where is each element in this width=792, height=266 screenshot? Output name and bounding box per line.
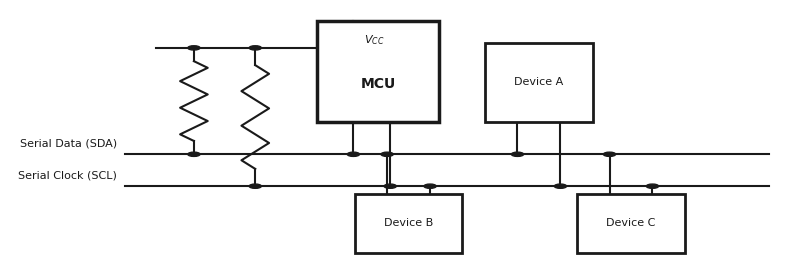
Circle shape (646, 184, 659, 188)
Text: $V_{CC}$: $V_{CC}$ (364, 33, 384, 47)
Circle shape (554, 184, 566, 188)
Circle shape (384, 184, 396, 188)
Circle shape (249, 184, 261, 188)
Circle shape (512, 152, 524, 156)
Circle shape (249, 46, 261, 50)
FancyBboxPatch shape (317, 21, 440, 122)
Circle shape (347, 152, 360, 156)
Circle shape (424, 184, 436, 188)
Text: Serial Clock (SCL): Serial Clock (SCL) (18, 171, 117, 181)
Circle shape (381, 152, 394, 156)
Circle shape (188, 46, 200, 50)
Text: MCU: MCU (360, 77, 395, 91)
Text: Serial Data (SDA): Serial Data (SDA) (20, 139, 117, 149)
FancyBboxPatch shape (485, 43, 592, 122)
FancyBboxPatch shape (577, 194, 684, 253)
FancyBboxPatch shape (355, 194, 463, 253)
Circle shape (188, 152, 200, 156)
Text: Device C: Device C (607, 218, 656, 228)
Circle shape (604, 152, 615, 156)
Text: Device B: Device B (384, 218, 433, 228)
Text: Device A: Device A (514, 77, 564, 88)
